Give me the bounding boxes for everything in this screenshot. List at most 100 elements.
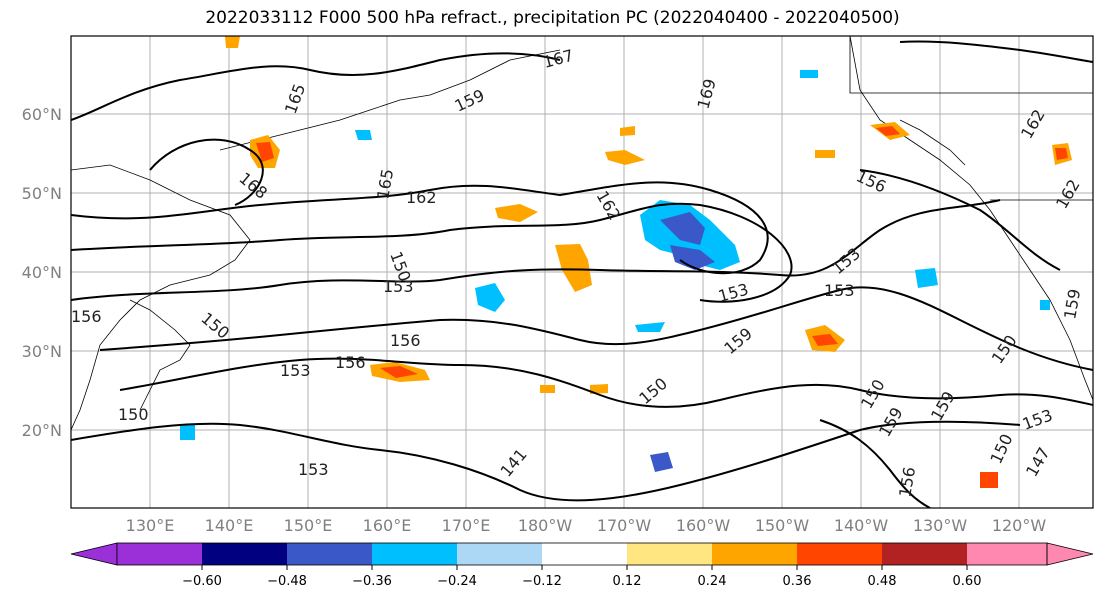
contour-label: 156 (390, 331, 421, 350)
map-plot-area: 165 167 159 169 168 165 162 162 156 162 … (71, 36, 1093, 508)
lon-label: 150°E (284, 516, 333, 535)
contour-150 (119, 357, 1093, 408)
map-title: 2022033112 F000 500 hPa refract., precip… (205, 8, 900, 28)
asia-coastline (71, 164, 251, 431)
alaska-coast (899, 119, 966, 166)
contour-label: 162 (406, 188, 437, 207)
contour-156-east (859, 169, 1061, 271)
neg-anomaly-4 (635, 322, 665, 332)
lon-label: 120°W (992, 516, 1047, 535)
lon-label: 140°E (205, 516, 254, 535)
contour-159-south (819, 419, 931, 508)
pos-anomaly-8-core (876, 126, 900, 136)
japan-coastline (129, 299, 191, 411)
colorbar-segment (202, 543, 287, 565)
neg-anomaly-6 (915, 268, 938, 288)
colorbar-segment (627, 543, 712, 565)
pos-anomaly-2-core (380, 366, 418, 378)
contour-162 (71, 181, 769, 275)
longitude-labels: 130°E 140°E 150°E 160°E 170°E 180°W 170°… (126, 516, 1047, 535)
north-america-coastline (849, 36, 1093, 401)
colorbar-tick-label: −0.48 (267, 574, 307, 589)
colorbar-ticks (201, 565, 968, 570)
coastlines (71, 36, 1093, 431)
lon-label: 130°E (126, 516, 175, 535)
map-frame (70, 35, 1094, 509)
lon-label: 170°E (442, 516, 491, 535)
pos-anomaly-10 (540, 385, 555, 393)
colorbar-segment (457, 543, 542, 565)
neg-anomaly-2 (475, 283, 505, 312)
colorbar-segment (542, 543, 627, 565)
colorbar-extend-low (70, 542, 118, 566)
contour-153 (99, 286, 1093, 371)
pos-anomaly-14 (815, 150, 835, 158)
colorbar-segment (797, 543, 882, 565)
contour-147 (71, 420, 1021, 502)
colorbar-segment (712, 543, 797, 565)
contour-label: 153 (824, 281, 855, 300)
lat-label: 50°N (22, 184, 62, 203)
lat-label: 40°N (22, 263, 62, 282)
contour-label: 150 (118, 405, 149, 424)
pos-anomaly-9 (980, 472, 998, 488)
colorbar-tick-label: 0.36 (783, 574, 812, 589)
colorbar-tick-label: −0.36 (352, 574, 392, 589)
pos-anomaly-4-core (1055, 148, 1068, 160)
kamchatka-coastline (219, 49, 561, 151)
colorbar-segment (287, 543, 372, 565)
neg-anomaly-3 (650, 452, 673, 472)
lon-label: 130°W (913, 516, 968, 535)
contour-label: 156 (71, 307, 102, 326)
contour-159 (71, 202, 793, 303)
contour-168 (149, 138, 264, 206)
contour-165 (71, 52, 561, 121)
latitude-labels: 60°N 50°N 40°N 30°N 20°N (22, 105, 62, 440)
colorbar-tick-label: 0.60 (953, 574, 982, 589)
lon-label: 140°W (834, 516, 889, 535)
pos-anomaly-3-core (812, 334, 838, 346)
colorbar-tick-label: 0.48 (868, 574, 897, 589)
neg-anomaly-5 (355, 130, 372, 140)
lon-label: 170°W (597, 516, 652, 535)
contour-156 (71, 199, 1001, 301)
gridlines (71, 36, 1093, 508)
colorbar-segment (882, 543, 967, 565)
colorbar-segment (117, 543, 202, 565)
lat-label: 60°N (22, 105, 62, 124)
neg-anomaly-9 (1040, 300, 1050, 310)
neg-anomaly-1-core-b (670, 245, 715, 270)
colorbar-segment (372, 543, 457, 565)
contour-label: 156 (335, 353, 366, 372)
colorbar-tick-label: 0.12 (613, 574, 642, 589)
contour-label: 153 (280, 361, 311, 380)
colorbar-extend-high (1046, 542, 1094, 566)
contour-label: 153 (383, 277, 414, 296)
pos-anomaly-5 (495, 204, 538, 222)
contour-label: 153 (298, 460, 329, 479)
colorbar-tick-label: −0.60 (182, 574, 222, 589)
pos-anomaly-6 (555, 244, 592, 292)
colorbar: −0.60 −0.48 −0.36 −0.24 −0.12 0.12 0.24 … (70, 542, 1094, 589)
pos-anomaly-11 (590, 384, 608, 394)
colorbar-frame (116, 542, 1048, 566)
contour-165-north (899, 40, 1093, 63)
colorbar-tick-label: −0.24 (437, 574, 477, 589)
lon-label: 160°E (363, 516, 412, 535)
lon-label: 160°W (676, 516, 731, 535)
pos-anomaly-1-core (256, 142, 274, 162)
refractivity-contours (71, 40, 1093, 508)
lat-label: 20°N (22, 421, 62, 440)
lon-label: 180°W (518, 516, 573, 535)
precip-shading (180, 36, 1072, 488)
border-line (849, 36, 1093, 94)
colorbar-tick-label: −0.12 (522, 574, 562, 589)
neg-anomaly-1-core (660, 212, 705, 245)
pos-anomaly-12 (225, 36, 240, 48)
lon-label: 150°W (755, 516, 810, 535)
lat-label: 30°N (22, 342, 62, 361)
colorbar-segment (967, 543, 1047, 565)
neg-anomaly-8 (180, 425, 195, 440)
colorbar-tick-label: 0.24 (698, 574, 727, 589)
